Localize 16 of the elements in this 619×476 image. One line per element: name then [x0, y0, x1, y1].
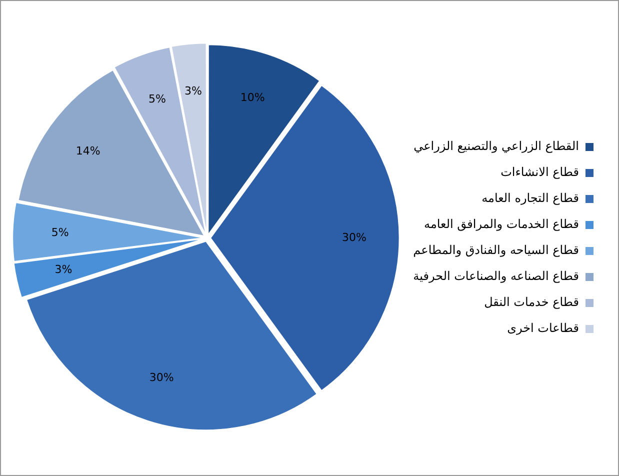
legend-label: قطاع الخدمات والمرافق العامه [424, 217, 579, 232]
legend-label: قطاع الانشاءات [500, 165, 579, 180]
data-label: 3% [184, 84, 202, 98]
data-label: 10% [240, 90, 265, 104]
data-label: 5% [51, 226, 69, 240]
data-label: 14% [76, 144, 100, 158]
legend-label: قطاع السياحه والفنادق والمطاعم [413, 243, 579, 258]
data-label: 30% [342, 230, 366, 244]
data-label: 3% [54, 262, 72, 276]
legend-label: قطاع الصناعه والصناعات الحرفية [413, 269, 579, 284]
data-label: 5% [148, 92, 166, 106]
legend-label: قطاعات اخرى [507, 321, 579, 336]
legend-label: قطاع التجاره العامه [482, 191, 579, 206]
legend-label: قطاع خدمات النقل [484, 295, 579, 310]
data-label: 30% [149, 370, 174, 384]
legend-label: القطاع الزراعي والتصنيع الزراعي [414, 139, 579, 154]
